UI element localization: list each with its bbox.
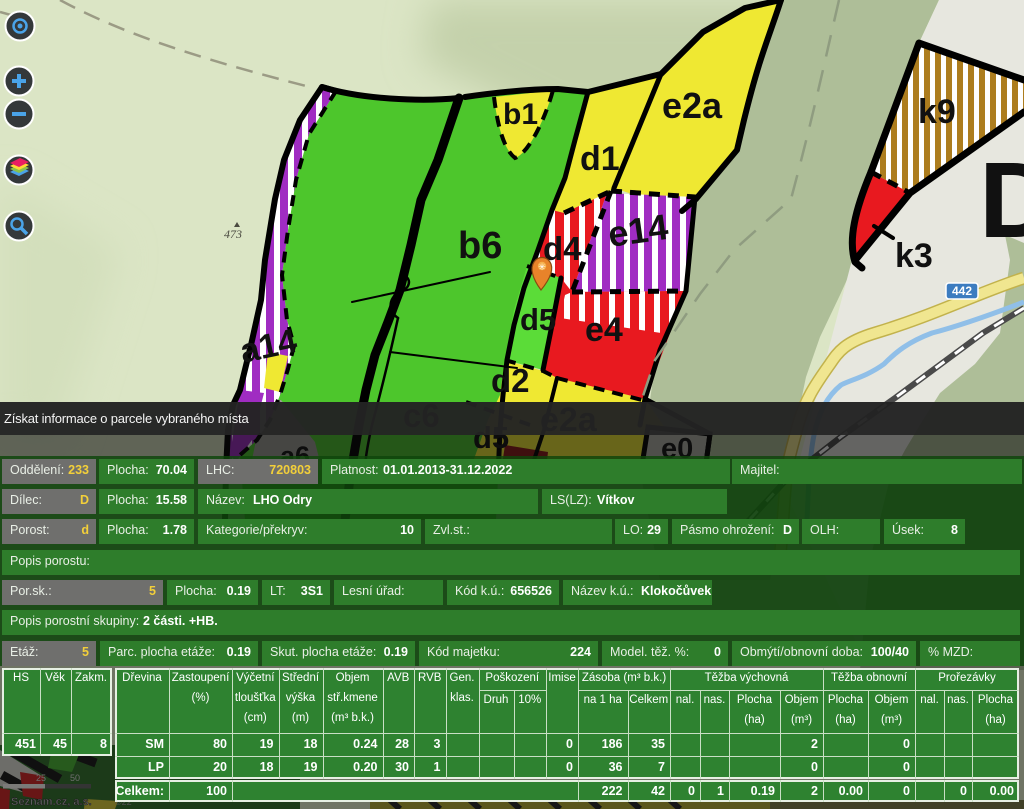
svg-text:e4: e4 (585, 311, 623, 349)
svg-text:b1: b1 (503, 98, 538, 131)
svg-text:442: 442 (952, 284, 972, 298)
svg-text:k9: k9 (918, 93, 956, 131)
svg-text:e14: e14 (605, 206, 670, 255)
svg-text:d5: d5 (520, 302, 556, 337)
svg-text:473: 473 (224, 227, 242, 241)
svg-text:b6: b6 (458, 225, 502, 267)
svg-text:d2: d2 (491, 362, 530, 399)
svg-text:d1: d1 (580, 140, 620, 178)
svg-text:D: D (979, 139, 1024, 260)
svg-text:✳: ✳ (538, 262, 546, 272)
svg-text:e2a: e2a (662, 85, 723, 126)
svg-text:k3: k3 (895, 237, 933, 275)
